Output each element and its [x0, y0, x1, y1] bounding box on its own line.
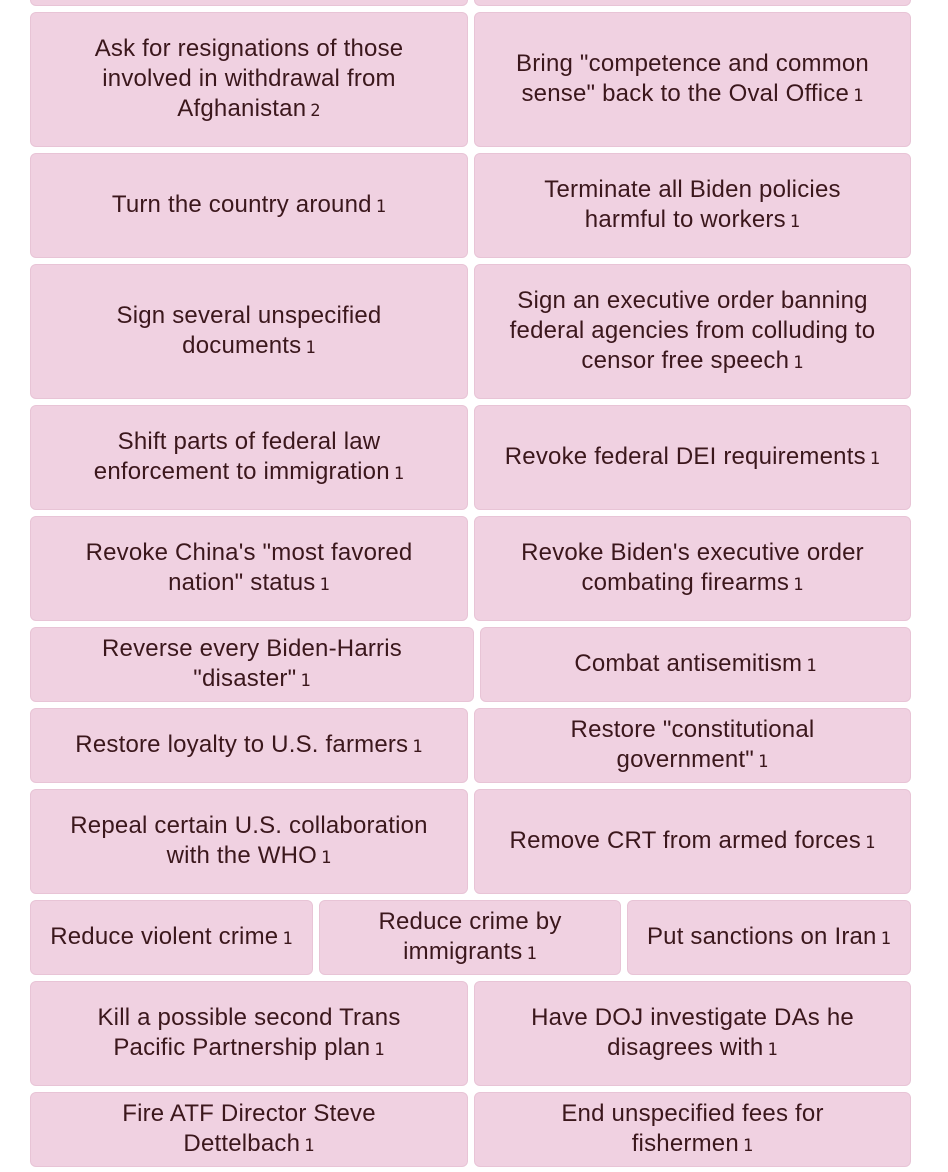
promise-text: Repeal certain U.S. collaboration with t… [59, 811, 439, 873]
promise-label: Terminate all Biden policies harmful to … [544, 175, 841, 233]
promise-text: Remove CRT from armed forces 1 [510, 826, 876, 858]
promise-text: Reverse every Biden-Harris "disaster" 1 [59, 634, 445, 696]
promise-label: Turn the country around [111, 190, 372, 218]
promise-tile[interactable]: Revoke federal DEI requirements 1 [474, 405, 911, 510]
promise-count: 1 [853, 85, 864, 106]
promise-count: 1 [793, 574, 804, 595]
promise-tile[interactable]: Bring "competence and common sense" back… [474, 12, 911, 147]
promise-tile[interactable]: Reduce violent crime 1 [30, 900, 313, 975]
promise-text [691, 0, 695, 9]
promise-count: 1 [742, 1135, 754, 1156]
promise-text: Bring "competence and common sense" back… [503, 49, 882, 111]
promise-text [247, 0, 251, 9]
promise-tile[interactable]: Fire ATF Director Steve Dettelbach 1 [30, 1092, 468, 1167]
promise-label: Revoke China's "most favored nation" sta… [85, 538, 413, 596]
promise-tile[interactable]: Put sanctions on Iran 1 [627, 900, 911, 975]
promise-tile[interactable]: Combat antisemitism 1 [480, 627, 911, 702]
promise-count: 2 [310, 100, 321, 121]
promise-count: 1 [806, 655, 817, 676]
promise-count: 1 [321, 847, 332, 868]
promise-count: 1 [305, 337, 316, 358]
promise-label: End unspecified fees for fishermen [561, 1099, 824, 1157]
promise-text: Restore loyalty to U.S. farmers 1 [75, 730, 422, 762]
promise-text: Shift parts of federal law enforcement t… [59, 427, 439, 489]
promise-label: Bring "competence and common sense" back… [516, 49, 869, 107]
promise-count: 1 [869, 448, 881, 469]
promise-count: 1 [282, 928, 293, 949]
promise-count: 1 [880, 928, 892, 949]
promise-text: Combat antisemitism 1 [574, 649, 816, 681]
promise-tile[interactable] [474, 0, 911, 6]
promise-text: Terminate all Biden policies harmful to … [503, 175, 882, 237]
promise-label: Reduce violent crime [50, 922, 279, 950]
promise-tile[interactable]: Sign an executive order banning federal … [474, 264, 911, 399]
promise-count: 1 [767, 1039, 778, 1060]
promise-count: 1 [793, 352, 804, 373]
promise-count: 1 [393, 463, 405, 484]
promise-count: 1 [319, 574, 330, 595]
promise-count: 1 [304, 1135, 315, 1156]
promise-tile[interactable]: Revoke Biden's executive order combating… [474, 516, 911, 621]
promise-count: 1 [758, 751, 769, 772]
promise-count: 1 [526, 943, 537, 964]
promise-count: 1 [300, 670, 311, 691]
promise-label: Reduce crime by immigrants [378, 907, 562, 965]
promise-tile[interactable]: Sign several unspecified documents 1 [30, 264, 468, 399]
promise-text: Sign several unspecified documents 1 [59, 301, 439, 363]
promise-count: 1 [865, 832, 876, 853]
promise-label: Repeal certain U.S. collaboration with t… [70, 811, 428, 869]
promise-count: 1 [789, 211, 801, 232]
promise-text: Kill a possible second Trans Pacific Par… [59, 1003, 439, 1065]
promise-label: Kill a possible second Trans Pacific Par… [97, 1003, 401, 1061]
promise-text: Reduce violent crime 1 [50, 922, 293, 954]
promise-label: Sign several unspecified documents [116, 301, 382, 359]
promise-label: Revoke federal DEI requirements [504, 442, 866, 470]
promise-tile[interactable]: Remove CRT from armed forces 1 [474, 789, 911, 894]
promise-label: Combat antisemitism [574, 649, 803, 677]
promise-tile[interactable]: Reduce crime by immigrants 1 [319, 900, 621, 975]
promise-tile[interactable]: Revoke China's "most favored nation" sta… [30, 516, 468, 621]
promise-tile[interactable]: Ask for resignations of those involved i… [30, 12, 468, 147]
promise-tile[interactable]: Turn the country around 1 [30, 153, 468, 258]
promise-text: End unspecified fees for fishermen 1 [503, 1099, 882, 1161]
promise-label: Have DOJ investigate DAs he disagrees wi… [531, 1003, 854, 1061]
promise-tile[interactable]: Kill a possible second Trans Pacific Par… [30, 981, 468, 1086]
promise-count: 1 [374, 1039, 385, 1060]
promise-label: Fire ATF Director Steve Dettelbach [122, 1099, 376, 1157]
promise-text: Revoke federal DEI requirements 1 [505, 442, 880, 474]
promise-text: Revoke Biden's executive order combating… [503, 538, 882, 600]
promise-tile[interactable]: Restore loyalty to U.S. farmers 1 [30, 708, 468, 783]
promise-text: Restore "constitutional government" 1 [503, 715, 882, 777]
promise-tile[interactable] [30, 0, 468, 6]
promise-tile[interactable]: Repeal certain U.S. collaboration with t… [30, 789, 468, 894]
promise-text: Put sanctions on Iran 1 [647, 922, 891, 954]
promise-tile[interactable]: Terminate all Biden policies harmful to … [474, 153, 911, 258]
promise-label: Reverse every Biden-Harris "disaster" [102, 634, 402, 692]
promise-tile[interactable]: Shift parts of federal law enforcement t… [30, 405, 468, 510]
promise-text: Turn the country around 1 [112, 190, 386, 222]
promise-text: Reduce crime by immigrants 1 [348, 907, 592, 969]
promise-label: Shift parts of federal law enforcement t… [93, 427, 390, 485]
promise-label: Restore "constitutional government" [570, 715, 815, 773]
promise-text: Have DOJ investigate DAs he disagrees wi… [503, 1003, 882, 1065]
promise-label: Put sanctions on Iran [646, 922, 877, 950]
promise-count: 1 [412, 736, 423, 757]
promise-count: 1 [375, 196, 387, 217]
promise-tile[interactable]: End unspecified fees for fishermen 1 [474, 1092, 911, 1167]
promise-text: Ask for resignations of those involved i… [59, 34, 439, 126]
promise-label: Revoke Biden's executive order combating… [521, 538, 864, 596]
promise-label: Ask for resignations of those involved i… [94, 34, 404, 122]
promise-text: Fire ATF Director Steve Dettelbach 1 [59, 1099, 439, 1161]
promise-text: Revoke China's "most favored nation" sta… [59, 538, 439, 600]
promise-tile[interactable]: Reverse every Biden-Harris "disaster" 1 [30, 627, 474, 702]
promise-tile[interactable]: Have DOJ investigate DAs he disagrees wi… [474, 981, 911, 1086]
promise-label: Remove CRT from armed forces [509, 826, 862, 854]
promise-text: Sign an executive order banning federal … [503, 286, 882, 378]
promise-label: Sign an executive order banning federal … [509, 286, 876, 374]
promise-tile[interactable]: Restore "constitutional government" 1 [474, 708, 911, 783]
promise-label: Restore loyalty to U.S. farmers [75, 730, 409, 758]
